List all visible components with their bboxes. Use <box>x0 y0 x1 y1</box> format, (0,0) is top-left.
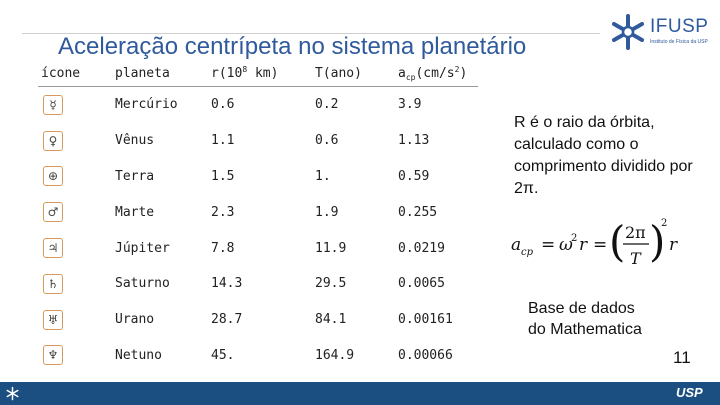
formula-lhs-sub: cp <box>521 247 534 258</box>
planet-radius: 1.1 <box>211 133 235 149</box>
table-row: ⊕ Terra 1.5 1. 0.59 <box>38 159 478 195</box>
formula-omega: ω <box>559 235 573 255</box>
table-row: ♅ Urano 28.7 84.1 0.00161 <box>38 302 478 338</box>
formula-open-paren: ( <box>609 217 625 266</box>
formula-close-paren: ) <box>649 217 665 266</box>
formula-omega-exp: 2 <box>571 233 577 244</box>
logo-name: IFUSP <box>650 16 709 37</box>
planet-name: Vênus <box>115 133 155 149</box>
uranus-icon: ♅ <box>43 309 63 330</box>
centripetal-formula: a cp = ω 2 r = ( 2π T ) 2 r <box>511 217 678 268</box>
table-row: ♃ Júpiter 7.8 11.9 0.0219 <box>38 230 478 266</box>
planet-radius: 45. <box>211 347 235 363</box>
header-acc-unit: (cm/s <box>415 65 455 81</box>
usp-brand: USP <box>676 385 703 400</box>
table-row: ☿ Mercúrio 0.6 0.2 3.9 <box>38 87 478 123</box>
header-period: T(ano) <box>315 60 398 87</box>
planet-name: Terra <box>115 168 155 184</box>
formula-r2: r <box>669 235 678 255</box>
planet-radius: 28.7 <box>211 312 243 328</box>
planet-name: Saturno <box>115 276 170 292</box>
planet-period: 84.1 <box>315 312 347 328</box>
neptune-icon: ♆ <box>43 345 63 366</box>
table-row: ♂ Marte 2.3 1.9 0.255 <box>38 194 478 230</box>
venus-icon: ♀ <box>43 130 63 151</box>
jupiter-icon: ♃ <box>43 238 63 259</box>
header-radius-label: r(10 <box>211 66 243 81</box>
header-acceleration: acp(cm/s2) <box>398 60 478 87</box>
header-acc-unit-exp: 2 <box>454 64 460 74</box>
logo-tagline: Instituto de Física da USP <box>650 39 708 45</box>
planet-name: Mercúrio <box>115 97 178 113</box>
planet-radius: 2.3 <box>211 204 235 220</box>
slide-number: 11 <box>673 348 691 367</box>
earth-icon: ⊕ <box>43 166 63 187</box>
planet-radius: 14.3 <box>211 276 243 292</box>
planet-radius: 0.6 <box>211 97 235 113</box>
header-acc-sub: cp <box>405 72 416 82</box>
title-rule <box>22 33 600 34</box>
planet-table: ícone planeta r(108 km) T(ano) acp(cm/s2… <box>38 60 478 373</box>
saturn-icon: ♄ <box>43 273 63 294</box>
planet-period: 0.2 <box>315 97 339 113</box>
formula-r: r <box>579 235 588 255</box>
header-planet: planeta <box>115 60 211 87</box>
footer-logo-icon <box>6 386 19 401</box>
header-acc-label: a <box>398 65 406 81</box>
planet-acceleration: 0.59 <box>398 168 430 184</box>
planet-acceleration: 3.9 <box>398 97 422 113</box>
planet-acceleration: 0.255 <box>398 204 438 220</box>
planet-radius: 7.8 <box>211 240 235 256</box>
formula-numerator: 2π <box>625 223 646 242</box>
table-row: ♆ Netuno 45. 164.9 0.00066 <box>38 338 478 374</box>
planet-acceleration: 1.13 <box>398 133 430 149</box>
formula-power: 2 <box>661 218 667 229</box>
header-radius-exp: 8 <box>242 65 248 74</box>
planet-acceleration: 0.0065 <box>398 276 445 292</box>
mercury-icon: ☿ <box>43 94 63 115</box>
planet-name: Marte <box>115 204 155 220</box>
planet-period: 29.5 <box>315 276 347 292</box>
header-radius: r(108 km) <box>211 60 315 87</box>
table-row: ♀ Vênus 1.1 0.6 1.13 <box>38 123 478 159</box>
planet-acceleration: 0.00066 <box>398 347 453 363</box>
planet-period: 164.9 <box>315 347 355 363</box>
header-acc-close: ) <box>459 65 468 81</box>
planet-name: Júpiter <box>115 240 170 256</box>
data-source-line2: do Mathematica <box>528 321 642 338</box>
formula-lhs: a <box>511 235 521 255</box>
mars-icon: ♂ <box>43 202 63 223</box>
footer-bar: USP <box>0 382 720 405</box>
planet-radius: 1.5 <box>211 168 235 184</box>
table-row: ♄ Saturno 14.3 29.5 0.0065 <box>38 266 478 302</box>
planet-period: 11.9 <box>315 240 347 256</box>
slide-title: Aceleração centrípeta no sistema planetá… <box>58 33 527 60</box>
planet-name: Urano <box>115 312 155 328</box>
header-icon: ícone <box>38 60 115 87</box>
formula-eq1: = <box>541 235 555 255</box>
data-source-line1: Base de dados <box>528 300 635 317</box>
planet-period: 1. <box>315 168 331 184</box>
ifusp-logo: IFUSP Instituto de Física da USP <box>608 12 718 52</box>
planet-period: 0.6 <box>315 133 339 149</box>
data-source-note: Base de dados do Mathematica <box>528 298 642 340</box>
formula-eq2: = <box>593 235 607 255</box>
planet-acceleration: 0.00161 <box>398 312 453 328</box>
header-radius-unit: km) <box>247 66 279 81</box>
ifusp-logo-icon <box>612 14 644 50</box>
formula-denominator: T <box>630 249 642 268</box>
planet-name: Netuno <box>115 347 162 363</box>
orbit-radius-note: R é o raio da órbita, calculado como o c… <box>514 114 693 197</box>
planet-acceleration: 0.0219 <box>398 240 445 256</box>
table-header-row: ícone planeta r(108 km) T(ano) acp(cm/s2… <box>38 60 478 87</box>
planet-period: 1.9 <box>315 204 339 220</box>
